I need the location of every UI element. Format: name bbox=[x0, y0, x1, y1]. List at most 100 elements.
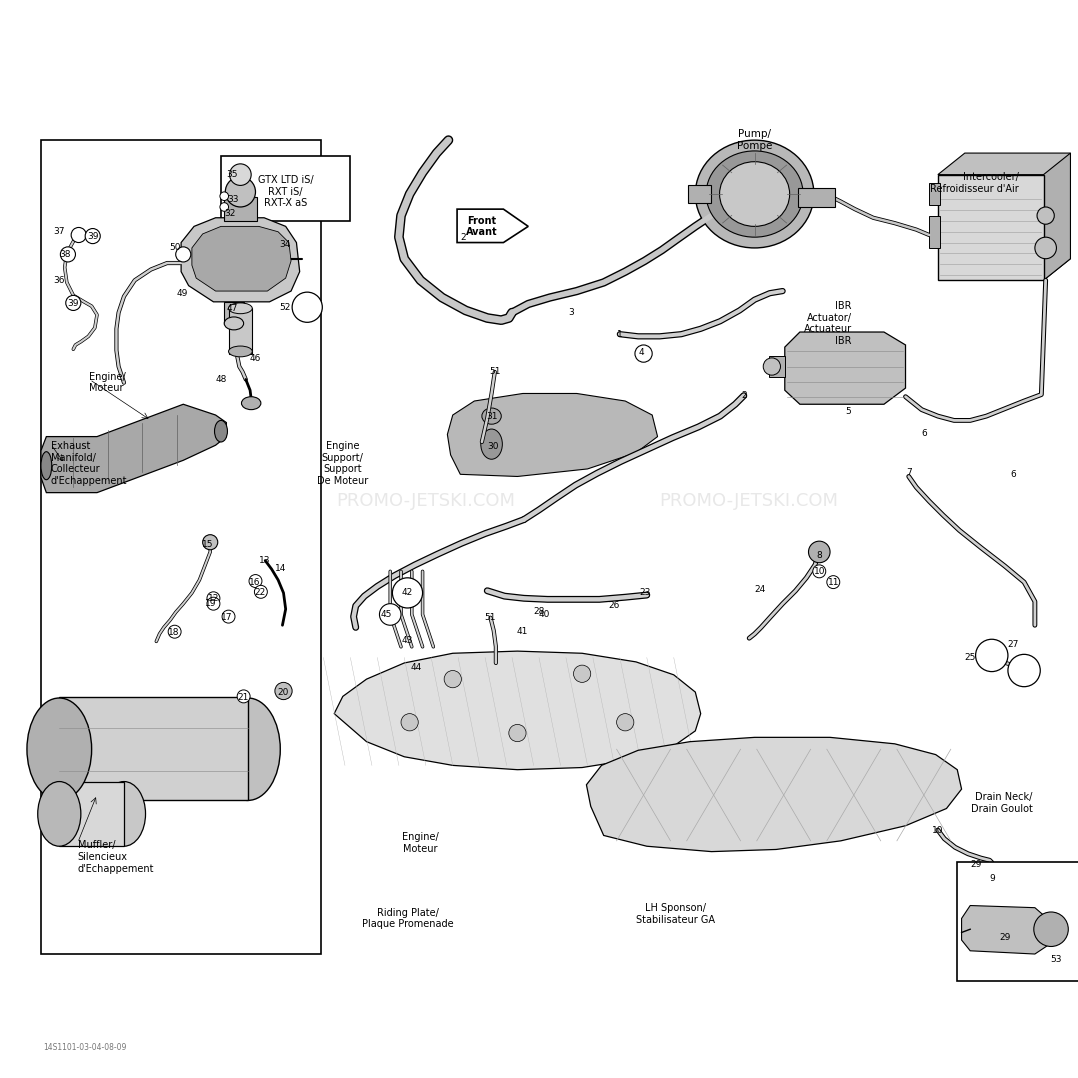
Text: 51: 51 bbox=[485, 613, 496, 622]
Text: 17: 17 bbox=[221, 613, 232, 622]
Bar bbox=[929, 216, 940, 248]
Circle shape bbox=[249, 575, 262, 588]
Ellipse shape bbox=[229, 303, 252, 314]
Text: 28: 28 bbox=[534, 607, 544, 616]
Text: 12: 12 bbox=[208, 594, 219, 603]
Circle shape bbox=[207, 592, 220, 605]
Text: 10: 10 bbox=[814, 567, 825, 576]
Text: 39: 39 bbox=[68, 300, 79, 308]
Circle shape bbox=[168, 625, 181, 638]
Text: 2: 2 bbox=[741, 391, 747, 400]
Polygon shape bbox=[1044, 153, 1070, 280]
Text: Pump/
Pompe: Pump/ Pompe bbox=[737, 129, 772, 151]
Text: 14S1101-03-04-08-09: 14S1101-03-04-08-09 bbox=[43, 1044, 126, 1052]
Circle shape bbox=[813, 565, 826, 578]
Bar bbox=[769, 356, 785, 377]
Text: 29: 29 bbox=[999, 934, 1010, 942]
Ellipse shape bbox=[695, 140, 814, 248]
Bar bbox=[224, 302, 244, 323]
Text: 5: 5 bbox=[845, 407, 852, 416]
Circle shape bbox=[203, 535, 218, 550]
Text: GTX LTD iS/
RXT iS/
RXT-X aS: GTX LTD iS/ RXT iS/ RXT-X aS bbox=[258, 176, 314, 208]
Text: 50: 50 bbox=[169, 244, 180, 252]
Ellipse shape bbox=[720, 162, 789, 226]
Text: IBR
Actuator/
Actuateur
IBR: IBR Actuator/ Actuateur IBR bbox=[803, 301, 852, 346]
Polygon shape bbox=[457, 209, 528, 243]
Circle shape bbox=[60, 247, 75, 262]
Text: 1: 1 bbox=[617, 330, 623, 338]
Text: Drain Neck/
Drain Goulot: Drain Neck/ Drain Goulot bbox=[971, 792, 1033, 814]
Ellipse shape bbox=[27, 699, 92, 800]
Text: 25: 25 bbox=[965, 653, 976, 662]
Text: 33: 33 bbox=[227, 195, 238, 204]
Ellipse shape bbox=[482, 409, 501, 425]
Text: 42: 42 bbox=[402, 589, 413, 597]
Text: 11: 11 bbox=[828, 578, 839, 586]
Text: 41: 41 bbox=[516, 627, 527, 636]
Text: 31: 31 bbox=[486, 412, 497, 420]
Polygon shape bbox=[334, 651, 701, 770]
Bar bbox=[229, 308, 252, 354]
Ellipse shape bbox=[216, 699, 280, 800]
Circle shape bbox=[225, 177, 255, 207]
Circle shape bbox=[222, 610, 235, 623]
Text: 45: 45 bbox=[381, 610, 391, 619]
Text: 8: 8 bbox=[816, 551, 823, 559]
Circle shape bbox=[379, 604, 401, 625]
Text: Riding Plate/
Plaque Promenade: Riding Plate/ Plaque Promenade bbox=[362, 908, 453, 929]
Polygon shape bbox=[962, 906, 1051, 954]
Text: 3: 3 bbox=[568, 308, 575, 317]
Circle shape bbox=[292, 292, 322, 322]
Text: 21: 21 bbox=[237, 693, 248, 702]
Text: PROMO-JETSKI.COM: PROMO-JETSKI.COM bbox=[336, 493, 515, 510]
Text: 4: 4 bbox=[638, 348, 645, 357]
Polygon shape bbox=[181, 218, 300, 302]
Circle shape bbox=[220, 203, 229, 211]
Bar bbox=[221, 156, 350, 221]
Ellipse shape bbox=[102, 782, 146, 846]
Text: 16: 16 bbox=[249, 578, 260, 586]
Text: Engine
Support/
Support
De Moteur: Engine Support/ Support De Moteur bbox=[317, 441, 369, 486]
Circle shape bbox=[207, 597, 220, 610]
Ellipse shape bbox=[229, 346, 252, 357]
Polygon shape bbox=[785, 332, 906, 404]
Text: 7: 7 bbox=[906, 468, 912, 476]
Text: 20: 20 bbox=[278, 688, 289, 696]
Text: 29: 29 bbox=[970, 860, 981, 869]
Text: Muffler/
Silencieux
d'Echappement: Muffler/ Silencieux d'Echappement bbox=[78, 841, 154, 873]
Bar bbox=[957, 862, 1078, 981]
Ellipse shape bbox=[215, 420, 227, 442]
Circle shape bbox=[1034, 912, 1068, 946]
Bar bbox=[224, 197, 257, 221]
Text: 6: 6 bbox=[921, 429, 927, 438]
Text: 51: 51 bbox=[489, 368, 500, 376]
Polygon shape bbox=[586, 737, 962, 852]
Text: 30: 30 bbox=[487, 442, 498, 451]
Text: 14: 14 bbox=[275, 564, 286, 572]
Text: 40: 40 bbox=[539, 610, 550, 619]
Text: 39: 39 bbox=[87, 232, 98, 240]
Text: 35: 35 bbox=[226, 170, 237, 179]
Ellipse shape bbox=[481, 429, 502, 459]
Ellipse shape bbox=[241, 397, 261, 410]
Circle shape bbox=[237, 690, 250, 703]
Ellipse shape bbox=[706, 151, 803, 237]
Ellipse shape bbox=[41, 452, 52, 480]
Text: Exhaust
Manifold/
Collecteur
d'Echappement: Exhaust Manifold/ Collecteur d'Echappeme… bbox=[51, 441, 127, 486]
Circle shape bbox=[1008, 654, 1040, 687]
Circle shape bbox=[392, 578, 423, 608]
Ellipse shape bbox=[224, 317, 244, 330]
Polygon shape bbox=[192, 226, 291, 291]
Circle shape bbox=[254, 585, 267, 598]
Circle shape bbox=[976, 639, 1008, 672]
Text: 23: 23 bbox=[639, 589, 650, 597]
Text: 10: 10 bbox=[932, 826, 943, 834]
Text: Engine/
Moteur: Engine/ Moteur bbox=[402, 832, 439, 854]
Text: PROMO-JETSKI.COM: PROMO-JETSKI.COM bbox=[660, 493, 839, 510]
Bar bbox=[929, 183, 940, 205]
Circle shape bbox=[635, 345, 652, 362]
Text: 38: 38 bbox=[59, 250, 70, 259]
Polygon shape bbox=[447, 393, 658, 476]
Bar bbox=[59, 782, 124, 846]
Polygon shape bbox=[41, 404, 226, 493]
